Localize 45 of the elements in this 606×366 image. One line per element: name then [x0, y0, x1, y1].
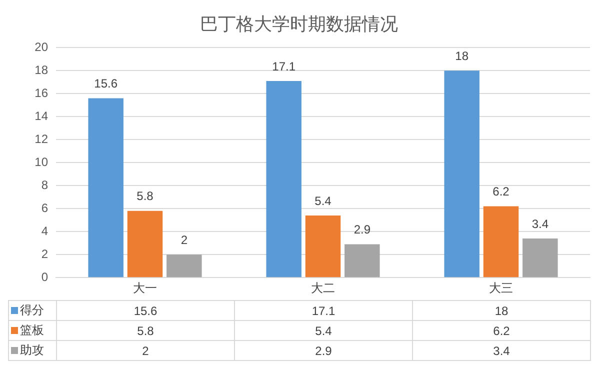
data-label: 6.2 [412, 320, 590, 340]
y-tick-label: 0 [41, 270, 48, 284]
y-tick-label: 12 [34, 132, 48, 146]
bar [166, 254, 202, 278]
data-label: 5.8 [56, 320, 234, 340]
y-tick-label: 4 [41, 224, 48, 238]
annotation: 6.2 [492, 184, 510, 199]
annotation: 3.4 [532, 216, 549, 231]
bar [344, 244, 380, 278]
annotation: 17.1 [272, 59, 296, 74]
legend-label: 篮板 [20, 323, 44, 337]
y-tick-label: 18 [34, 62, 48, 77]
bar [444, 70, 480, 278]
annotation: 18 [455, 48, 469, 63]
y-tick-label: 20 [34, 40, 48, 54]
annotation: 2 [180, 232, 188, 247]
data-label: 2.9 [234, 340, 412, 360]
annotation: 2.9 [354, 222, 371, 237]
annotation: 15.6 [94, 76, 118, 91]
chart-title: 巴丁格大学时期数据情况 [200, 14, 398, 34]
legend-label: 得分 [20, 303, 44, 317]
bar [266, 80, 302, 278]
data-label: 3.4 [412, 340, 590, 360]
y-tick-label: 10 [34, 154, 48, 169]
annotation: 5.4 [314, 194, 332, 208]
data-label: 18 [412, 300, 590, 320]
data-label: 5.4 [234, 320, 412, 340]
data-label: 17.1 [234, 300, 412, 320]
bar [305, 216, 341, 278]
y-tick-label: 16 [34, 86, 48, 100]
x-tick-label: 大一 [133, 281, 157, 296]
y-tick-label: 6 [41, 200, 48, 215]
data-label: 15.6 [56, 300, 234, 320]
legend-label: 助攻 [20, 343, 44, 357]
bar [522, 238, 558, 278]
data-label: 2 [56, 340, 234, 360]
bar [127, 210, 163, 278]
y-tick-label: 2 [41, 246, 48, 261]
x-tick-label: 大三 [489, 281, 513, 296]
bar [88, 98, 124, 278]
x-tick-label: 大二 [311, 281, 335, 296]
bar [483, 206, 519, 278]
y-tick-label: 14 [34, 108, 48, 123]
annotation: 5.8 [136, 189, 154, 204]
y-tick-label: 8 [41, 178, 48, 192]
